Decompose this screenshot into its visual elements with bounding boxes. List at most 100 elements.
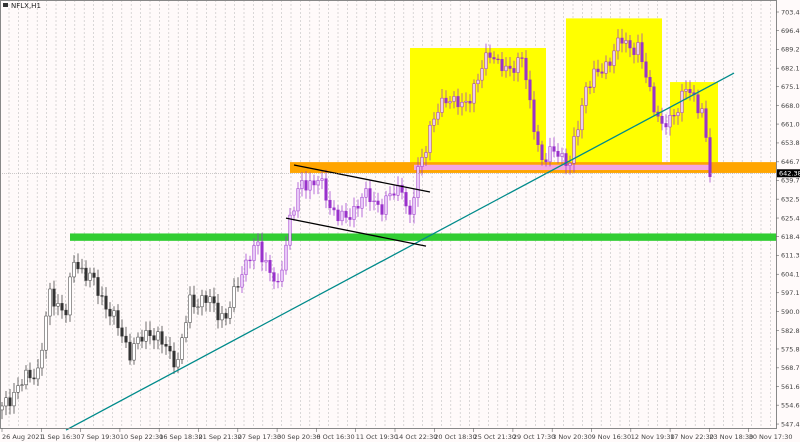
candle — [508, 57, 512, 77]
candle — [180, 333, 184, 365]
candle-body — [44, 315, 48, 351]
candle — [320, 171, 324, 190]
y-tick-label: 646.720 — [781, 158, 800, 166]
candle-body — [148, 330, 152, 336]
candle-body — [188, 294, 192, 323]
candle-body — [632, 47, 636, 55]
chart-menu-icon[interactable] — [3, 3, 8, 7]
y-tick-label: 661.000 — [781, 120, 800, 128]
candle — [604, 55, 608, 80]
candle — [0, 402, 4, 420]
candle-body — [160, 331, 164, 345]
candle — [556, 143, 560, 164]
candle — [364, 181, 368, 207]
candle — [396, 176, 400, 202]
candle-body — [216, 302, 220, 321]
candle — [704, 100, 708, 143]
candle — [40, 342, 44, 376]
candle-body — [332, 207, 336, 211]
candle — [164, 336, 168, 355]
candle-body — [240, 274, 244, 288]
candle — [428, 120, 432, 161]
candle-body — [336, 209, 340, 222]
candle — [696, 89, 700, 119]
candle — [196, 298, 200, 315]
candle-body — [620, 37, 624, 44]
x-tick-label: 27 Sep 17:30 — [238, 433, 281, 441]
candle-body — [300, 180, 304, 189]
candle — [224, 308, 228, 326]
candle-body — [92, 272, 96, 278]
candle — [148, 321, 152, 345]
candle — [244, 253, 248, 282]
candle-body — [672, 114, 676, 117]
candle-body — [340, 210, 344, 222]
candle-body — [100, 295, 104, 297]
candle-body — [688, 89, 692, 93]
candle — [228, 301, 232, 325]
support-zone — [70, 233, 776, 241]
candle-body — [36, 367, 40, 380]
candle-body — [420, 157, 424, 167]
candle-body — [532, 99, 536, 132]
y-tick-label: 611.300 — [781, 252, 800, 260]
candle-body — [220, 313, 224, 321]
candle-body — [512, 68, 516, 73]
candle — [416, 157, 420, 207]
candle — [100, 286, 104, 306]
candle — [384, 190, 388, 221]
candle — [360, 193, 364, 218]
candle-body — [224, 313, 228, 319]
candle-body — [192, 294, 196, 308]
candle — [24, 365, 28, 390]
candle — [268, 254, 272, 282]
candle — [532, 91, 536, 140]
candle-body — [524, 57, 528, 81]
highlight-box — [410, 47, 546, 171]
candle-body — [360, 196, 364, 209]
candle-body — [584, 86, 588, 106]
candle-body — [356, 206, 360, 209]
candle — [184, 315, 188, 343]
candle-body — [304, 180, 308, 191]
candle — [220, 305, 224, 328]
candle-body — [180, 337, 184, 360]
candle-body — [464, 100, 468, 103]
candle-body — [436, 112, 440, 120]
highlight-boxes — [410, 18, 718, 171]
candle — [248, 255, 252, 269]
candle-body — [284, 244, 288, 271]
candle — [496, 54, 500, 64]
y-tick-label: 547.460 — [781, 420, 800, 428]
candle — [520, 52, 524, 68]
candle-body — [40, 349, 44, 369]
x-tick-label: 1 Sep 16:30 — [41, 433, 80, 441]
candle — [92, 267, 96, 286]
price-zones — [70, 162, 776, 241]
candle — [188, 286, 192, 329]
price-axis[interactable]: 703.420 696.420 689.280 682.140 675.140 668.0… — [776, 8, 800, 428]
candle-body — [460, 102, 464, 108]
candle-body — [392, 193, 396, 196]
candle — [480, 60, 484, 89]
candle — [200, 289, 204, 316]
x-tick-label: 21 Sep 21:30 — [199, 433, 242, 441]
candle — [464, 92, 468, 112]
candle — [120, 319, 124, 344]
candle — [116, 304, 120, 336]
x-tick-label: 30 Sep 20:30 — [277, 433, 320, 441]
candle-body — [308, 180, 312, 191]
y-tick-label: 625.440 — [781, 214, 800, 222]
candle-body — [472, 83, 476, 104]
candle — [232, 278, 236, 313]
candle — [440, 88, 444, 118]
candle-body — [116, 310, 120, 329]
x-tick-label: 20 Oct 18:30 — [434, 433, 476, 441]
candle-body — [624, 40, 628, 44]
candle — [648, 70, 652, 92]
candle-body — [452, 96, 456, 102]
candle — [420, 148, 424, 176]
candle — [572, 127, 576, 173]
